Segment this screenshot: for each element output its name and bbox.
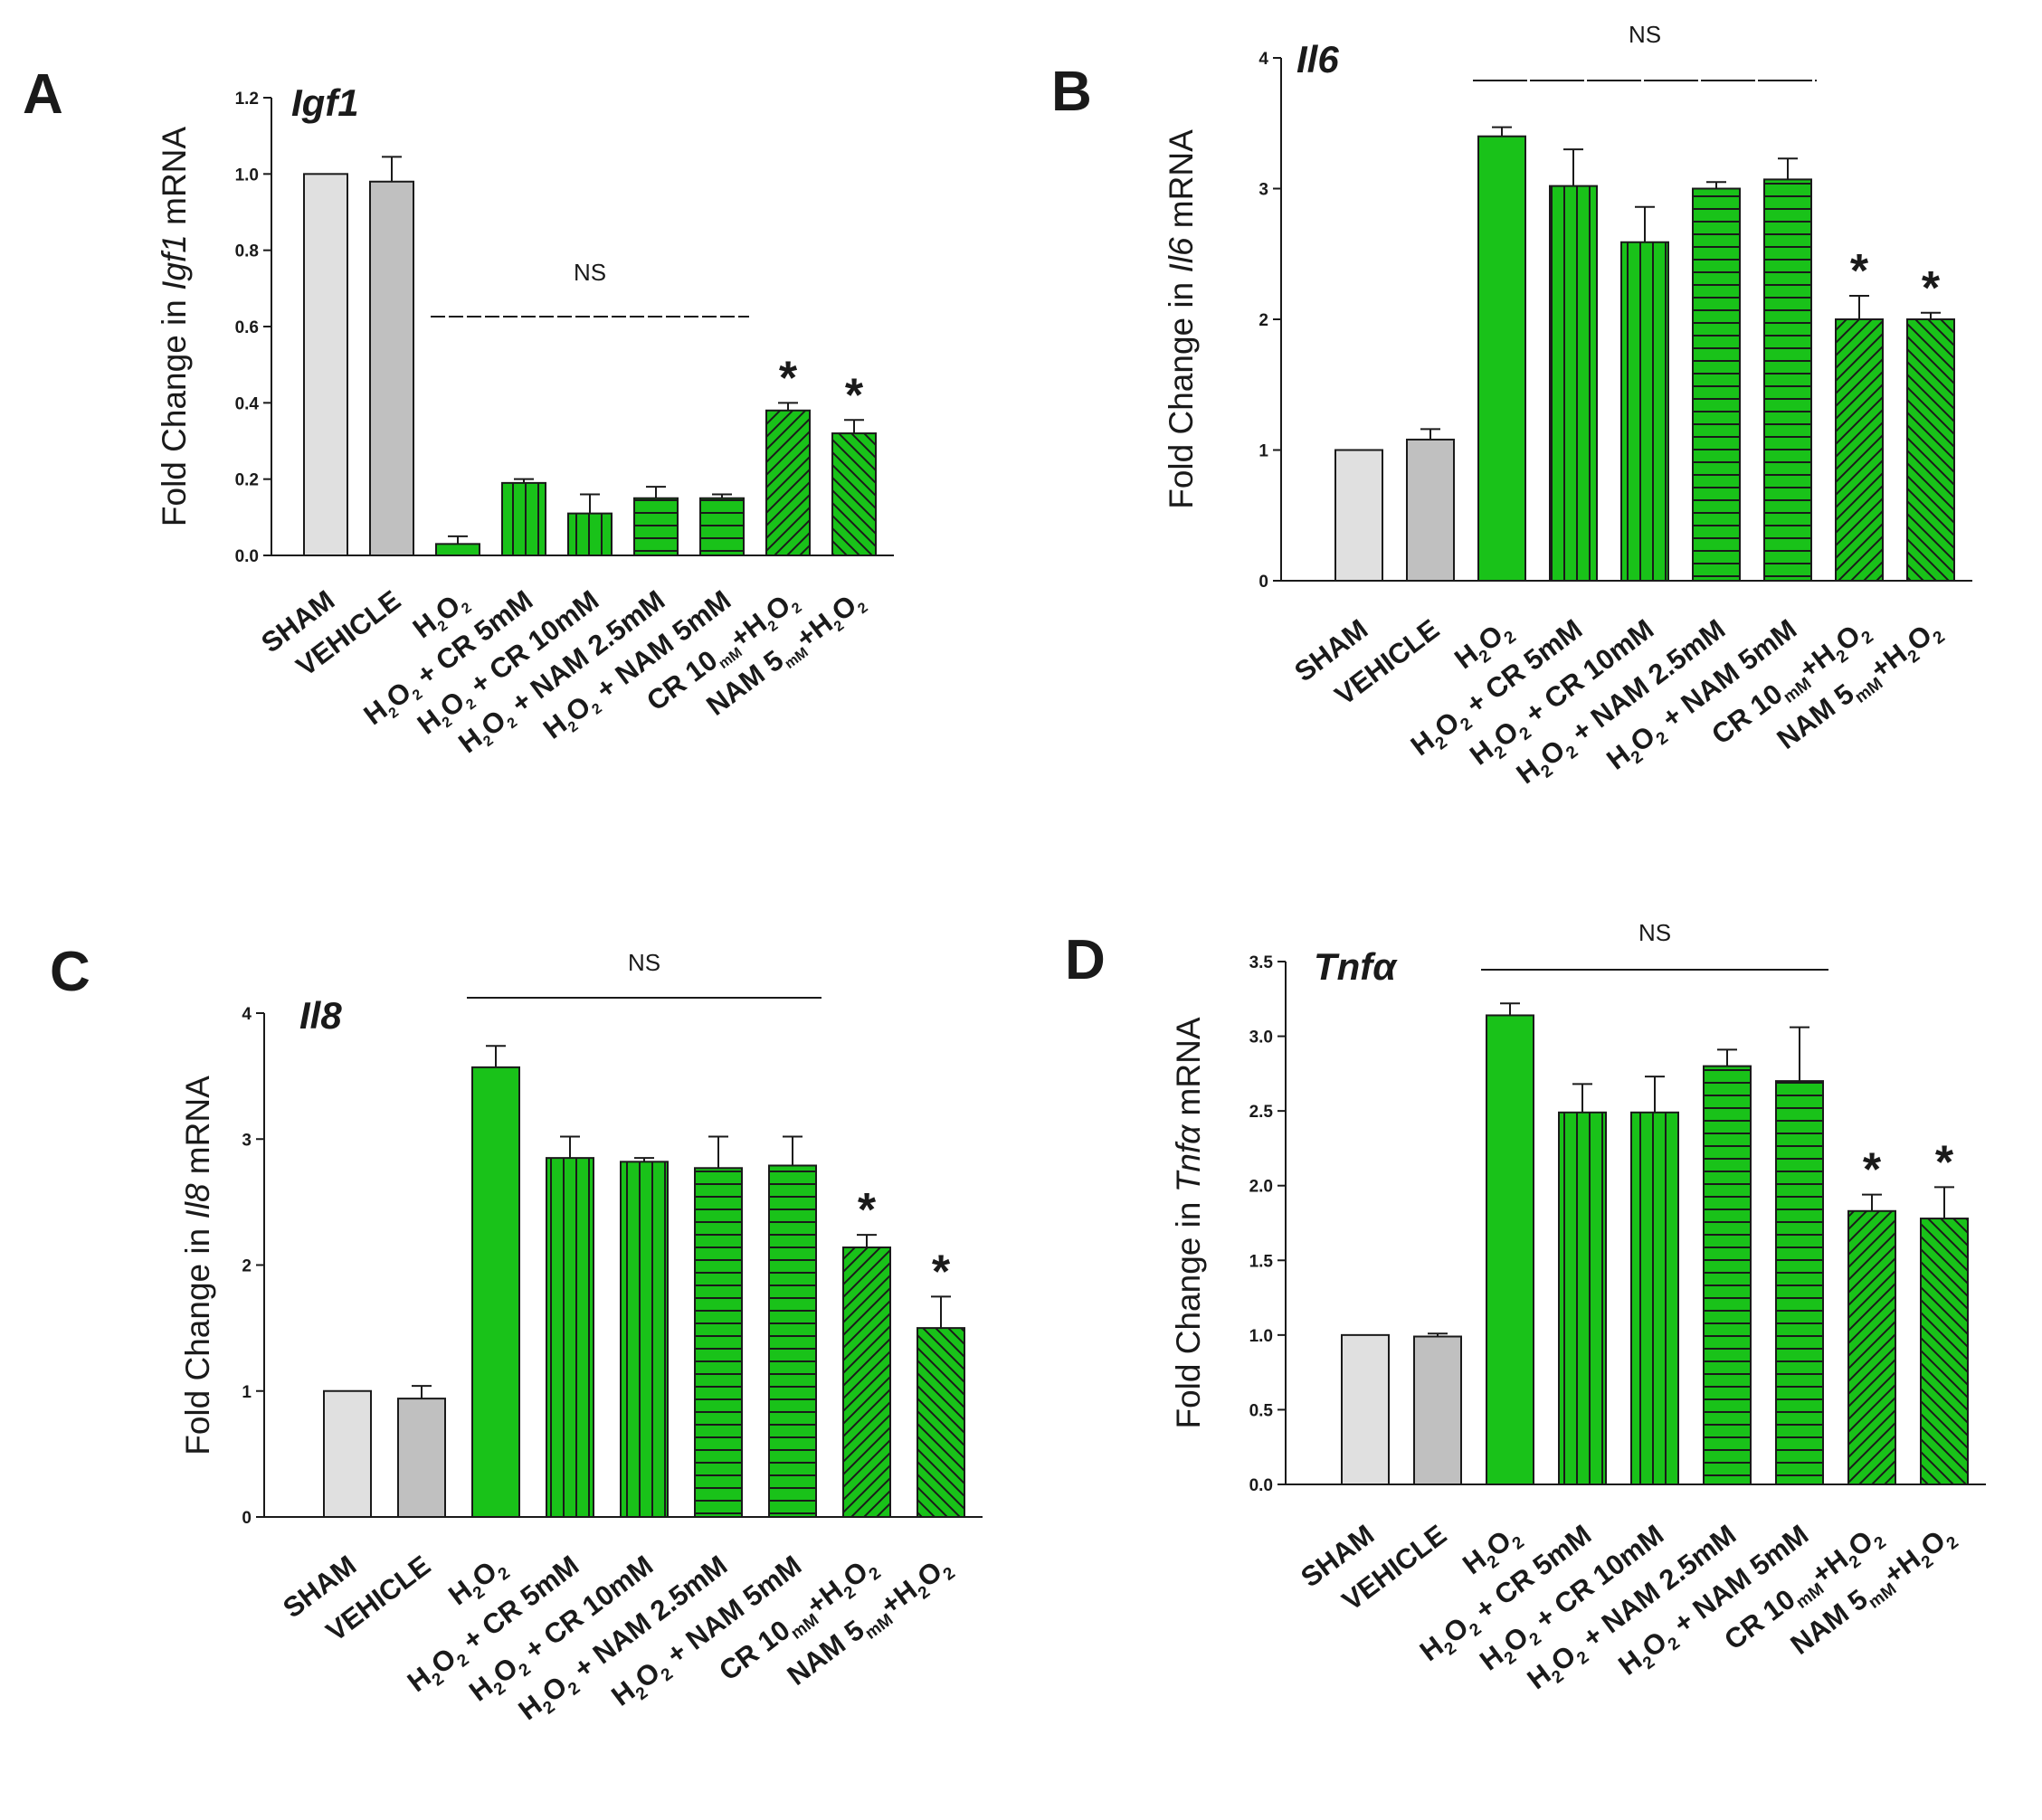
y-tick-label: 1 [242,1383,252,1402]
y-axis-label: Fold Change in Il6 mRNA [1163,129,1200,509]
y-tick-label: 0.2 [235,471,259,490]
bar [1692,187,1741,582]
bar [765,409,811,556]
significance-star: * [1863,1144,1882,1197]
y-tick-label: 2.5 [1249,1103,1274,1122]
bar [699,497,745,556]
gene-title: Il6 [1296,38,1339,81]
bar [633,497,679,556]
ns-label: NS [628,949,660,976]
gene-title: Tnfα [1314,945,1398,988]
bar [1558,1111,1607,1486]
gene-title: Il8 [299,994,342,1037]
y-tick-label: 4 [242,1005,252,1024]
y-axis-label: Fold Change in Igf1 mRNA [156,127,193,526]
bar [1703,1065,1752,1485]
bar [1413,1335,1462,1485]
bar [546,1157,594,1518]
y-tick-label: 3 [1258,181,1268,200]
y-tick-label: 0 [1258,573,1268,592]
y-tick-label: 3 [242,1131,252,1150]
bar [831,432,877,557]
significance-star: * [932,1246,951,1298]
y-tick-label: 3.0 [1249,1028,1273,1047]
chart-panel-a: A Igf1 0.0 0.2 0.4 0.6 0.8 1.0 1.2 Fold Change in… [23,63,894,759]
significance-star: * [779,352,798,404]
bar [1486,1014,1534,1485]
y-tick-label: 0.0 [1249,1476,1273,1495]
y-tick-label: 0 [242,1509,252,1528]
bar [471,1066,520,1518]
bar [1906,318,1955,582]
bar [1406,438,1455,582]
bar [1920,1218,1969,1485]
significance-star: * [858,1184,877,1237]
panel-letter: A [23,63,63,126]
y-tick-label: 3.5 [1249,953,1274,972]
chart-panel-d: D Tnfα 0.0 0.5 1.0 1.5 2.0 2.5 3.0 3.5 Fold Change… [1065,919,1986,1695]
bar [501,481,546,557]
bar [567,512,613,556]
significance-star: * [1922,262,1941,315]
significance-star: * [845,369,864,422]
panel-letter: B [1051,61,1092,123]
bar [1763,178,1812,582]
bar [1620,241,1669,582]
y-tick-label: 2 [1258,311,1268,330]
y-tick-label: 0.0 [235,547,259,566]
bar [303,173,348,556]
y-tick-label: 1.0 [235,166,259,185]
y-tick-label: 2 [242,1257,252,1276]
bar [369,180,414,556]
y-tick-label: 1.2 [235,90,259,109]
bar [1835,318,1884,582]
bar [842,1247,891,1518]
panel-letter: C [50,941,90,1003]
bar [435,543,480,556]
bar [1341,1333,1390,1486]
significance-star: * [1935,1136,1954,1189]
bar [397,1398,446,1518]
y-axis-label: Fold Change in Il8 mRNA [179,1076,216,1455]
bar [1334,449,1383,582]
bar [1847,1209,1896,1485]
bar [917,1327,965,1518]
bar [768,1164,817,1519]
y-tick-label: 0.5 [1249,1401,1274,1420]
panel-letter: D [1065,929,1106,991]
y-tick-label: 1 [1258,442,1268,461]
y-tick-label: 0.8 [235,242,259,261]
y-tick-label: 0.4 [235,394,260,413]
y-tick-label: 4 [1258,50,1268,69]
bar [1477,135,1526,582]
significance-star: * [1850,245,1869,298]
bar [1775,1080,1824,1485]
ns-label: NS [574,259,606,286]
ns-label: NS [1629,21,1661,48]
y-tick-label: 2.0 [1249,1178,1273,1197]
bar [1549,185,1598,583]
gene-title: Igf1 [291,81,359,124]
ns-label: NS [1638,919,1671,946]
bar [694,1167,743,1518]
y-axis-label: Fold Change in Tnfα mRNA [1170,1017,1207,1428]
y-tick-label: 1.0 [1249,1327,1273,1346]
bar [323,1389,372,1518]
bar [1630,1111,1679,1486]
y-tick-label: 0.6 [235,318,259,337]
bar [620,1161,669,1518]
y-tick-label: 1.5 [1249,1252,1274,1271]
